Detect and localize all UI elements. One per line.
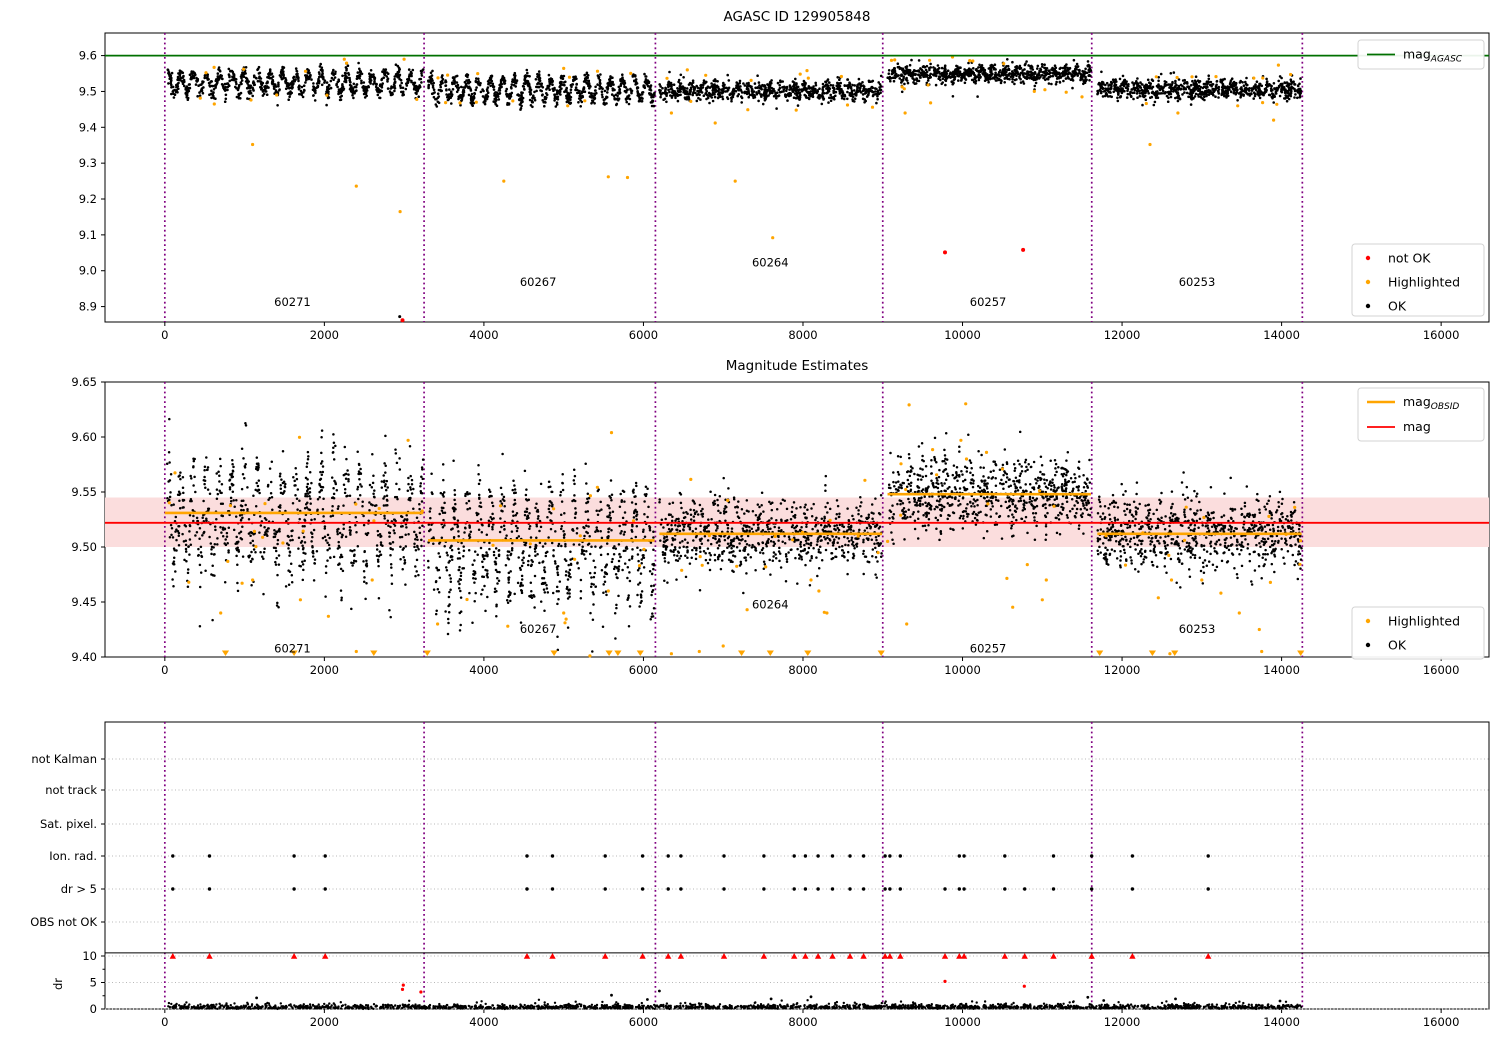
flag-row-label: not Kalman	[31, 752, 97, 766]
legend-label: not OK	[1388, 251, 1431, 266]
x-tick-label: 6000	[629, 1015, 658, 1029]
legend-label: Highlighted	[1388, 614, 1460, 629]
x-tick-label: 8000	[788, 1015, 817, 1029]
legend-marker-dot	[1365, 618, 1371, 624]
obsid-label: 60257	[970, 295, 1007, 309]
x-tick-label: 0	[161, 663, 168, 677]
y-tick-label: 9.4	[79, 120, 97, 134]
x-tick-label: 8000	[788, 328, 817, 342]
x-tick-label: 0	[161, 1015, 168, 1029]
legend-label: mag	[1403, 419, 1431, 434]
obsid-label: 60253	[1179, 275, 1216, 289]
y-tick-label: 9.40	[71, 650, 97, 664]
legend-box	[1357, 39, 1485, 70]
ok-points	[165, 417, 1303, 653]
dr-black-points	[255, 989, 1282, 1003]
obsid-label: 60267	[520, 275, 557, 289]
y-tick-label: 8.9	[79, 300, 97, 314]
x-tick-label: 12000	[1104, 663, 1141, 677]
legend-label: OK	[1388, 638, 1407, 653]
x-tick-label: 0	[161, 328, 168, 342]
x-tick-label: 14000	[1263, 328, 1300, 342]
x-tick-label: 10000	[944, 663, 981, 677]
obsid-label: 60257	[970, 642, 1007, 656]
y-tick-label: 9.55	[71, 485, 97, 499]
legend-label: Highlighted	[1388, 275, 1460, 290]
x-tick-label: 6000	[629, 328, 658, 342]
x-tick-label: 12000	[1104, 1015, 1141, 1029]
dr-band-points	[167, 998, 1303, 1011]
x-tick-label: 4000	[469, 1015, 498, 1029]
panel1-frame	[104, 32, 1490, 323]
y-tick-label: 9.5	[79, 84, 97, 98]
ok-points	[166, 58, 1303, 111]
panel1-title: AGASC ID 129905848	[724, 9, 871, 25]
highlighted-points	[198, 55, 1293, 240]
x-tick-label: 14000	[1263, 663, 1300, 677]
flag-row-label: OBS not OK	[30, 915, 97, 929]
legend-box	[1351, 243, 1485, 317]
panel2-title: Magnitude Estimates	[726, 358, 868, 374]
obsid-label: 60271	[274, 642, 311, 656]
dr-tick-label: 10	[82, 949, 97, 963]
panel3-frame	[104, 721, 1490, 1010]
legend-marker-dot	[1365, 255, 1371, 261]
dr-tick-label: 5	[90, 976, 97, 990]
x-tick-label: 4000	[469, 328, 498, 342]
x-tick-label: 16000	[1423, 328, 1460, 342]
y-tick-label: 9.65	[71, 375, 97, 389]
dr-red-points	[400, 979, 1026, 994]
dr-axis-label: dr	[51, 978, 65, 990]
obsid-label: 60253	[1179, 622, 1216, 636]
flag-row-label: Ion. rad.	[49, 849, 97, 863]
obsid-label: 60264	[752, 255, 789, 269]
x-tick-label: 2000	[310, 1015, 339, 1029]
x-tick-label: 14000	[1263, 1015, 1300, 1029]
x-tick-label: 16000	[1423, 663, 1460, 677]
y-tick-label: 9.3	[79, 156, 97, 170]
y-tick-label: 9.45	[71, 595, 97, 609]
x-tick-label: 12000	[1104, 328, 1141, 342]
legend-marker-dot	[1365, 303, 1371, 309]
x-tick-label: 4000	[469, 663, 498, 677]
flag-row-label: Sat. pixel.	[40, 817, 97, 831]
obsid-label: 60264	[752, 598, 789, 612]
y-tick-label: 9.50	[71, 540, 97, 554]
dr-tick-label: 0	[90, 1002, 97, 1016]
x-tick-label: 16000	[1423, 1015, 1460, 1029]
x-tick-label: 10000	[944, 328, 981, 342]
legend-marker-dot	[1365, 279, 1371, 285]
y-tick-label: 9.60	[71, 430, 97, 444]
x-tick-label: 2000	[310, 328, 339, 342]
x-tick-label: 6000	[629, 663, 658, 677]
x-tick-label: 8000	[788, 663, 817, 677]
x-tick-label: 2000	[310, 663, 339, 677]
y-tick-label: 9.0	[79, 264, 97, 278]
legend-label: OK	[1388, 299, 1407, 314]
legend-marker-dot	[1365, 642, 1371, 648]
flag-row-label: not track	[45, 783, 97, 797]
clipped-low-markers	[221, 650, 1305, 656]
not-ok-points	[400, 247, 1026, 323]
y-tick-label: 9.6	[79, 49, 97, 63]
obsid-label: 60267	[520, 622, 557, 636]
legend-box	[1351, 606, 1485, 660]
y-tick-label: 9.1	[79, 228, 97, 242]
obsid-label: 60271	[274, 295, 311, 309]
flag-row-label: dr > 5	[61, 882, 97, 896]
x-tick-label: 10000	[944, 1015, 981, 1029]
y-tick-label: 9.2	[79, 192, 97, 206]
